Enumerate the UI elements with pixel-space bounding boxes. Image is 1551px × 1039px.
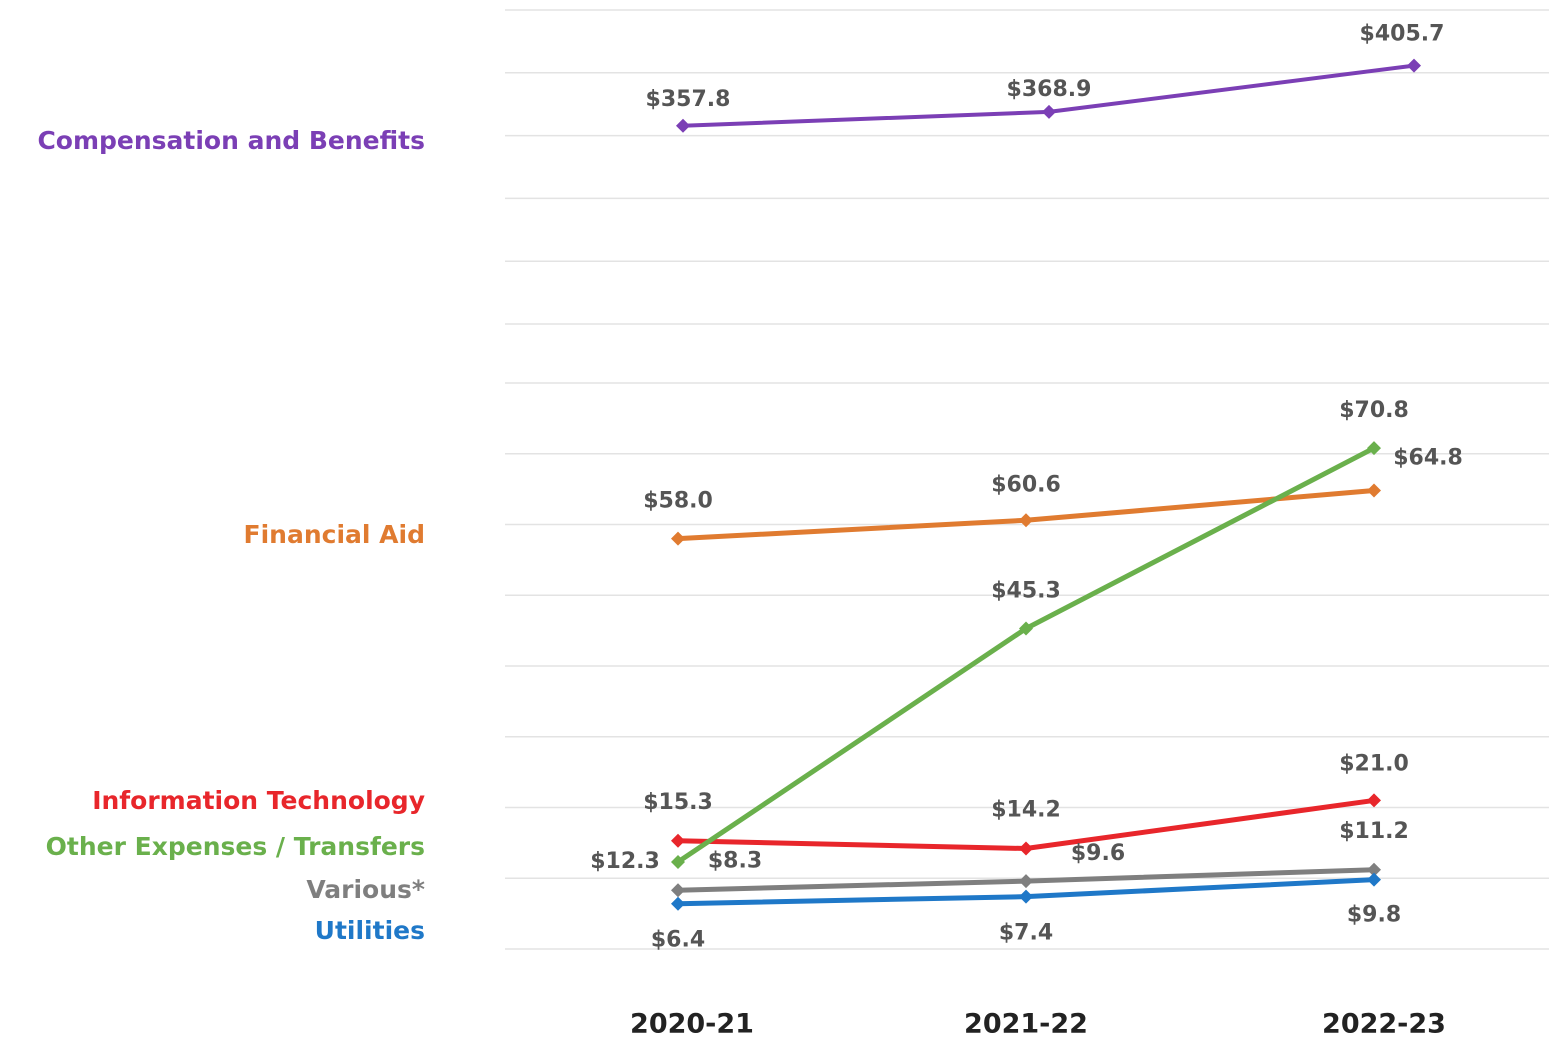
data-label: $368.9	[1007, 77, 1092, 102]
marker	[1367, 793, 1381, 808]
x-tick-label: 2021-22	[964, 1009, 1088, 1039]
data-label: $45.3	[991, 579, 1061, 604]
legend-label: Financial Aid	[244, 520, 425, 549]
data-label: $21.0	[1339, 751, 1409, 776]
marker	[671, 531, 685, 546]
marker	[1019, 874, 1033, 889]
data-label: $8.3	[708, 848, 762, 873]
data-label: $64.8	[1393, 446, 1463, 471]
data-label: $15.3	[643, 790, 713, 815]
marker	[671, 896, 685, 911]
legend-label: Information Technology	[92, 786, 425, 815]
data-label: $405.7	[1360, 22, 1445, 47]
legend-label: Compensation and Benefits	[37, 126, 425, 155]
data-label: $357.8	[646, 87, 731, 112]
marker	[671, 883, 685, 898]
marker	[671, 833, 685, 848]
marker	[1367, 483, 1381, 498]
data-label: $12.3	[590, 849, 660, 874]
marker	[1019, 889, 1033, 904]
data-label: $6.4	[651, 928, 705, 953]
marker	[1019, 513, 1033, 528]
x-tick-label: 2022-23	[1322, 1009, 1446, 1039]
marker	[1019, 841, 1033, 856]
data-label: $11.2	[1339, 819, 1409, 844]
legend-label: Other Expenses / Transfers	[46, 832, 425, 861]
marker	[1367, 862, 1381, 877]
x-tick-label: 2020-21	[630, 1009, 754, 1039]
legend-label: Various*	[306, 875, 425, 904]
marker	[1367, 872, 1381, 887]
marker	[676, 118, 690, 133]
marker	[1019, 621, 1033, 636]
marker	[1407, 58, 1421, 73]
data-label: $60.6	[991, 472, 1061, 497]
data-label: $7.4	[999, 921, 1053, 946]
data-label: $58.0	[643, 489, 713, 514]
legend-label: Utilities	[315, 916, 425, 945]
data-label: $14.2	[991, 798, 1061, 823]
data-label: $9.8	[1347, 903, 1401, 928]
marker	[671, 854, 685, 869]
marker	[1367, 441, 1381, 456]
marker	[1042, 104, 1056, 119]
data-label: $70.8	[1339, 398, 1409, 423]
data-label: $9.6	[1071, 841, 1125, 866]
